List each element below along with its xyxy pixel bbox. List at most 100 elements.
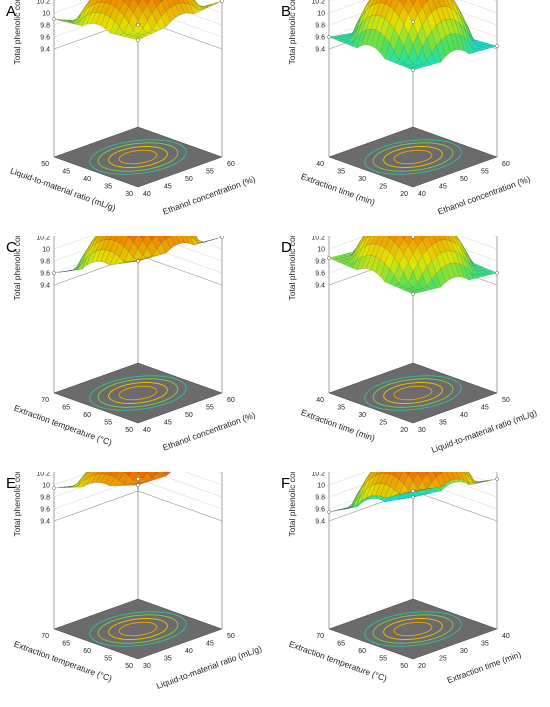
z-tick-label: 9.8 [40, 495, 50, 502]
x-tick-label: 50 [227, 633, 235, 640]
y-tick-label: 65 [337, 641, 345, 648]
z-tick-label: 10.2 [36, 236, 50, 242]
floor-contours [364, 375, 462, 411]
z-tick-label: 9.4 [40, 519, 50, 526]
x-tick-label: 45 [164, 184, 172, 191]
y-tick-label: 60 [358, 648, 366, 655]
x-tick-label: 60 [227, 161, 235, 168]
y-tick-label: 50 [125, 427, 133, 434]
x-tick-label: 45 [164, 420, 172, 427]
floor-contours [89, 139, 187, 175]
panel-letter: A [6, 3, 16, 20]
x-tick-label: 45 [481, 405, 489, 412]
contour-floor [328, 126, 498, 188]
x-tick-label: 50 [502, 397, 510, 404]
x-tick-label: 50 [185, 412, 193, 419]
z-tick-label: 9.4 [40, 47, 50, 54]
x-tick-label: 60 [502, 161, 510, 168]
floor-contours [89, 611, 187, 647]
response-surface [328, 472, 498, 513]
y-tick-label: 65 [62, 641, 70, 648]
z-tick-label: 10 [42, 483, 50, 490]
x-tick-label: 40 [418, 191, 426, 198]
x-axis-title: Liquid-to-material ratio (mL/g) [430, 407, 538, 455]
x-axis-title: Ethanol concentration (%) [436, 174, 531, 217]
z-tick-label: 10.2 [311, 472, 325, 478]
floor-contours [364, 139, 462, 175]
x-axis-title: Ethanol concentration (%) [161, 174, 256, 217]
y-tick-label: 40 [316, 397, 324, 404]
z-tick-label: 9.4 [315, 283, 325, 290]
contour-floor [328, 598, 498, 660]
y-tick-label: 55 [104, 656, 112, 663]
y-tick-label: 70 [316, 633, 324, 640]
x-tick-label: 35 [164, 656, 172, 663]
design-points [327, 236, 499, 296]
y-tick-label: 55 [104, 420, 112, 427]
y-tick-label: 45 [62, 169, 70, 176]
y-tick-label: 40 [316, 161, 324, 168]
contour-floor [53, 598, 223, 660]
panel-letter: B [281, 3, 291, 20]
z-axis-title: Total phenolic content (mgGAE/g) [12, 236, 22, 301]
response-surface [53, 236, 223, 274]
z-tick-label: 9.8 [40, 23, 50, 30]
z-tick-label: 9.4 [40, 283, 50, 290]
x-tick-label: 40 [143, 427, 151, 434]
floor-contours [89, 375, 187, 411]
contour-floor [328, 362, 498, 424]
x-tick-label: 55 [481, 169, 489, 176]
x-tick-label: 50 [185, 176, 193, 183]
z-tick-label: 9.8 [315, 23, 325, 30]
y-tick-label: 50 [41, 161, 49, 168]
z-tick-label: 10 [317, 483, 325, 490]
y-tick-label: 25 [379, 420, 387, 427]
z-axis-title: Total phenolic content (mgGAE/g) [12, 472, 22, 537]
x-tick-label: 50 [460, 176, 468, 183]
response-surface [53, 472, 172, 489]
design-points [327, 20, 499, 72]
z-tick-label: 9.6 [315, 271, 325, 278]
x-tick-label: 40 [143, 191, 151, 198]
x-tick-label: 45 [206, 641, 214, 648]
floor-contours [364, 611, 462, 647]
y-tick-label: 65 [62, 405, 70, 412]
x-tick-label: 45 [439, 184, 447, 191]
x-axis-title: Extraction time (min) [446, 649, 523, 685]
x-tick-label: 35 [439, 420, 447, 427]
z-tick-label: 10.2 [311, 236, 325, 242]
x-tick-label: 30 [418, 427, 426, 434]
z-tick-label: 9.6 [315, 35, 325, 42]
y-tick-label: 55 [379, 656, 387, 663]
design-points [327, 477, 499, 514]
z-tick-label: 9.8 [40, 259, 50, 266]
x-tick-label: 35 [481, 641, 489, 648]
design-points [52, 236, 224, 275]
z-axis-title: Total phenolic content (mgGAE/g) [287, 0, 297, 65]
y-tick-label: 60 [83, 648, 91, 655]
z-tick-label: 9.4 [315, 47, 325, 54]
contour-floor [53, 362, 223, 424]
z-axis-title: Total phenolic content (mgGAE/g) [12, 0, 22, 65]
response-surface [328, 0, 498, 71]
contour-floor [53, 126, 223, 188]
y-tick-label: 35 [337, 405, 345, 412]
panel-letter: D [281, 239, 292, 256]
panel-letter: E [6, 475, 16, 492]
panel-letter: F [281, 475, 290, 492]
x-tick-label: 30 [460, 648, 468, 655]
y-tick-label: 20 [400, 191, 408, 198]
z-tick-label: 9.6 [40, 271, 50, 278]
y-tick-label: 35 [104, 184, 112, 191]
